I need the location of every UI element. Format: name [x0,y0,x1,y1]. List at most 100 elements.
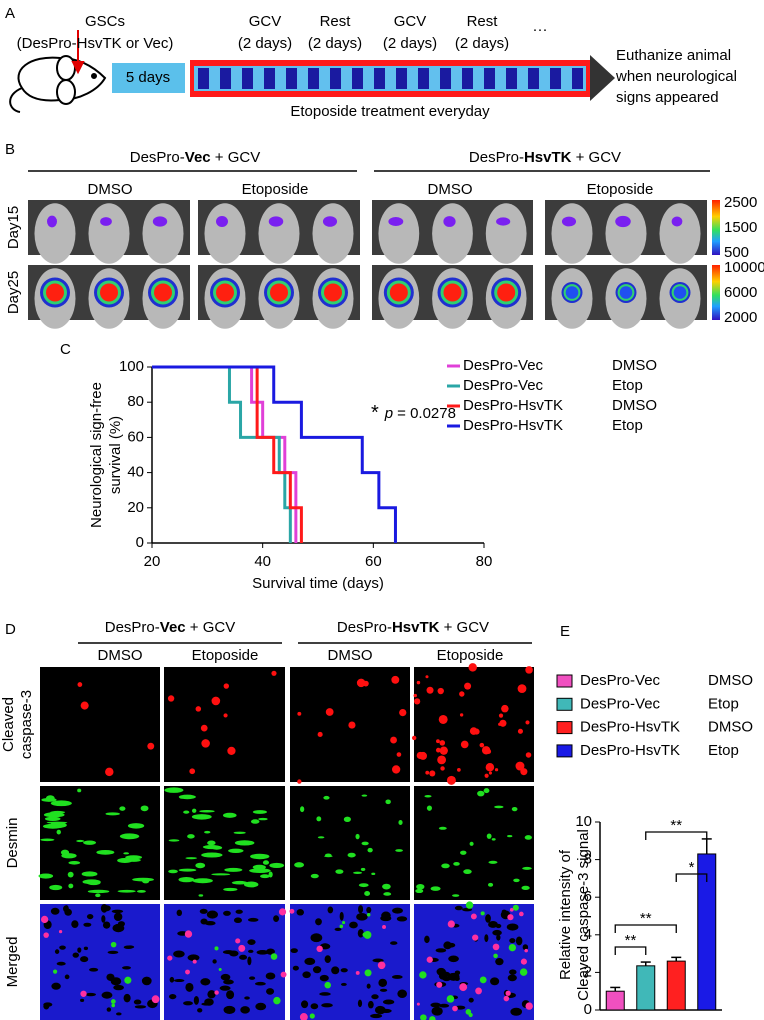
stain-dot [525,1002,533,1010]
nucleus-gap [77,947,82,953]
legend-name: DesPro-Vec [580,672,661,689]
stain-fiber [294,862,305,868]
header-prefix: DesPro- [337,619,392,636]
signal [324,283,342,302]
stain-fiber [513,878,520,883]
stain-fiber [136,890,146,893]
nucleus-gap [454,976,460,981]
stain-dot [316,945,323,953]
signal [443,283,462,302]
stain-fiber [367,847,373,853]
nucleus-gap [169,993,177,1000]
error-bar [640,961,651,966]
stain-dot [419,751,428,760]
stain-fiber [192,878,213,884]
header-bold: HsvTK [392,619,440,636]
nucleus-gap [54,949,60,954]
condition-label: DMSO [98,647,143,664]
stain-dot [439,740,446,746]
gscs-label: GSCs [85,13,125,30]
nucleus-gap [106,1007,112,1012]
stain-dot [459,713,464,717]
signal [154,283,172,302]
stain-fiber [207,840,216,846]
stain-dot [437,755,447,765]
mouse-body [258,203,300,264]
stain-dot [438,714,448,724]
mouse-body [378,203,420,264]
stain-dot [297,711,302,716]
stain-dot [200,724,208,732]
stain-fiber [383,892,392,896]
signal [565,286,579,299]
stain-fiber [119,833,140,840]
legend-name: DesPro-HsvTK [463,417,563,434]
nucleus-gap [495,958,504,966]
stain-dot [485,763,495,772]
schedule-stripe [528,68,539,89]
colorbar [712,265,720,320]
stain-fiber [415,888,424,894]
stain-fiber [317,836,325,839]
stain-fiber [178,876,195,883]
schedule-stripe [374,68,385,89]
stain-dot [517,728,523,734]
micrograph [414,904,534,1020]
signal [46,215,58,228]
schedule-stripe [506,68,517,89]
stain-dot [508,943,517,952]
stain-dot [452,1005,458,1012]
panel-label: A [5,5,15,22]
y-tick-label: 0 [584,1001,592,1018]
nucleus-gap [522,944,529,951]
stain-fiber [469,841,474,846]
stain-fiber [119,806,126,811]
significance-bracket [614,946,647,955]
nucleus-gap [339,911,344,921]
stain-fiber [453,861,460,866]
stain-fiber [250,819,260,824]
stain-fiber [343,816,351,822]
nucleus-gap [266,988,275,995]
nucleus-gap [113,984,124,991]
stain-dot [501,704,509,713]
nucleus-gap [229,950,239,957]
y-axis-label: Cleaved caspase-3 signal [575,829,592,1001]
nucleus-gap [86,913,94,920]
stain-fiber [360,867,366,872]
stain-fiber [483,788,490,794]
stain-dot [151,995,160,1004]
mouse-body [432,203,473,264]
y-tick-label: 80 [127,393,144,410]
nucleus-gap [310,1003,319,1010]
stain-dot [446,995,455,1003]
signal [100,217,112,226]
stain-fiber [168,839,180,842]
stain-dot [519,968,528,976]
stain-dot [429,770,436,777]
stain-dot [110,941,117,948]
stain-dot [348,721,356,729]
bar [605,990,625,1011]
nucleus-gap [248,949,254,953]
stain-dot [436,739,440,744]
nucleus-gap [125,945,135,949]
condition-label: Etoposide [242,181,309,198]
stain-dot [43,932,49,938]
nucleus-gap [396,916,408,922]
header-suffix: + GCV [439,619,489,636]
stain-fiber [424,794,432,798]
stain-dot [481,746,491,755]
pre-period-box [112,63,185,93]
stain-dot [515,761,525,771]
signal [673,286,687,299]
stain-dot [317,731,323,738]
stain-fiber [61,853,77,859]
stain-fiber [258,817,268,821]
nucleus-gap [113,912,123,921]
legend-treatment: Etop [612,377,643,394]
schedule-stripe [396,68,407,89]
stain-fiber [183,810,190,814]
nucleus-gap [496,934,501,941]
